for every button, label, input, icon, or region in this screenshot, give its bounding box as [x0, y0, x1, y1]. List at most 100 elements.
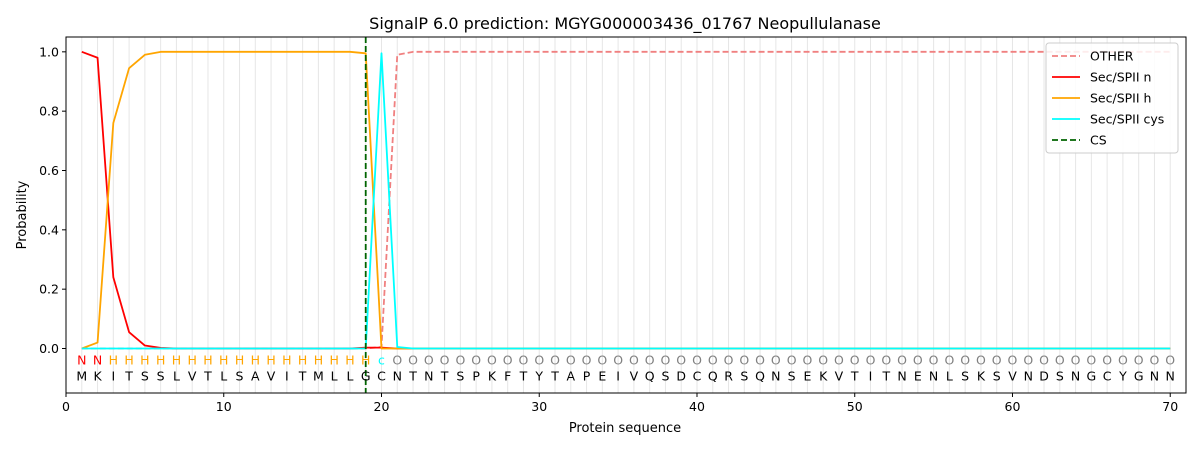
residue-letter: N — [393, 369, 402, 384]
residue-letter: V — [188, 369, 197, 384]
residue-letter: N — [771, 369, 780, 384]
x-tick-label: 30 — [531, 399, 547, 414]
residue-letter: I — [616, 369, 620, 384]
residue-letter: N — [1150, 369, 1159, 384]
region-label: O — [424, 353, 434, 368]
residue-letter: M — [76, 369, 87, 384]
region-label: O — [645, 353, 655, 368]
residue-letter: L — [346, 369, 353, 384]
residue-letter: S — [788, 369, 796, 384]
region-label: H — [298, 353, 307, 368]
region-label: H — [282, 353, 291, 368]
residue-letter: V — [1008, 369, 1017, 384]
residue-labels: NMNKHIHTHSHSHLHVHTHLHSHAHVHIHTHMHLHLHGcC… — [76, 353, 1175, 384]
y-tick-label: 1.0 — [39, 44, 59, 59]
x-tick-label: 60 — [1005, 399, 1021, 414]
legend: OTHER Sec/SPII n Sec/SPII h Sec/SPII cys CS — [1045, 42, 1179, 154]
region-label: H — [361, 353, 370, 368]
x-tick-label: 0 — [62, 399, 70, 414]
region-label: O — [582, 353, 592, 368]
residue-letter: L — [331, 369, 338, 384]
residue-letter: K — [819, 369, 828, 384]
region-label: O — [724, 353, 734, 368]
residue-letter: N — [897, 369, 906, 384]
residue-letter: S — [141, 369, 149, 384]
y-axis-label: Probability — [15, 180, 30, 249]
region-label: O — [692, 353, 702, 368]
region-label: O — [676, 353, 686, 368]
plot-frame — [65, 36, 1187, 394]
residue-letter: I — [869, 369, 873, 384]
region-label: O — [850, 353, 860, 368]
region-label: N — [77, 353, 86, 368]
region-label: H — [329, 353, 338, 368]
region-label: O — [771, 353, 781, 368]
y-tick-label: 0.6 — [39, 163, 59, 178]
legend-box — [1045, 42, 1179, 154]
grid-lines — [81, 37, 1171, 393]
region-label: O — [897, 353, 907, 368]
region-label: O — [787, 353, 797, 368]
region-label: O — [1008, 353, 1018, 368]
residue-letter: Q — [645, 369, 655, 384]
region-label: H — [314, 353, 323, 368]
series-line-sec-spii-cys — [81, 52, 1171, 350]
residue-letter: Q — [755, 369, 765, 384]
residue-letter: N — [929, 369, 938, 384]
region-label: O — [802, 353, 812, 368]
region-label: O — [1134, 353, 1144, 368]
residue-letter: S — [157, 369, 165, 384]
region-label: H — [235, 353, 244, 368]
region-label: N — [93, 353, 102, 368]
region-label: O — [992, 353, 1002, 368]
region-label: H — [203, 353, 212, 368]
series-line-sec-spii-h — [81, 50, 1171, 350]
residue-letter: L — [946, 369, 953, 384]
series-line-sec-spii-n — [81, 50, 1171, 350]
residue-letter: A — [567, 369, 576, 384]
region-label: c — [378, 353, 385, 368]
region-label: O — [834, 353, 844, 368]
region-label: H — [124, 353, 133, 368]
residue-letter: V — [630, 369, 639, 384]
region-label: O — [503, 353, 513, 368]
region-label: O — [566, 353, 576, 368]
region-label: O — [1165, 353, 1175, 368]
residue-letter: Y — [534, 369, 543, 384]
residue-letter: E — [914, 369, 922, 384]
region-label: O — [487, 353, 497, 368]
residue-letter: F — [504, 369, 511, 384]
residue-letter: I — [111, 369, 115, 384]
residue-letter: T — [124, 369, 133, 384]
region-label: O — [1086, 353, 1096, 368]
residue-letter: K — [93, 369, 102, 384]
region-label: O — [1055, 353, 1065, 368]
region-label: O — [534, 353, 544, 368]
residue-letter: C — [1103, 369, 1112, 384]
region-label: O — [597, 353, 607, 368]
region-label: O — [1039, 353, 1049, 368]
legend-entry: Sec/SPII n — [1090, 70, 1151, 85]
residue-letter: S — [1056, 369, 1064, 384]
axes: 0 10 20 30 40 50 60 70 0.0 0.2 0.4 0.6 0.8 1.0 — [39, 36, 1187, 414]
region-label: O — [1150, 353, 1160, 368]
region-label: O — [455, 353, 465, 368]
residue-letter: I — [285, 369, 289, 384]
region-label: O — [881, 353, 891, 368]
y-tick-label: 0.4 — [39, 222, 59, 237]
residue-letter: T — [550, 369, 559, 384]
residue-letter: S — [993, 369, 1001, 384]
y-tick-label: 0.0 — [39, 341, 59, 356]
region-label: O — [929, 353, 939, 368]
region-label: H — [251, 353, 260, 368]
region-label: H — [156, 353, 165, 368]
residue-letter: V — [267, 369, 276, 384]
residue-letter: C — [377, 369, 386, 384]
residue-letter: C — [693, 369, 702, 384]
residue-letter: G — [1087, 369, 1097, 384]
x-tick-label: 40 — [689, 399, 705, 414]
residue-letter: T — [881, 369, 890, 384]
legend-entry: Sec/SPII h — [1090, 91, 1151, 106]
x-tick-label: 70 — [1162, 399, 1178, 414]
